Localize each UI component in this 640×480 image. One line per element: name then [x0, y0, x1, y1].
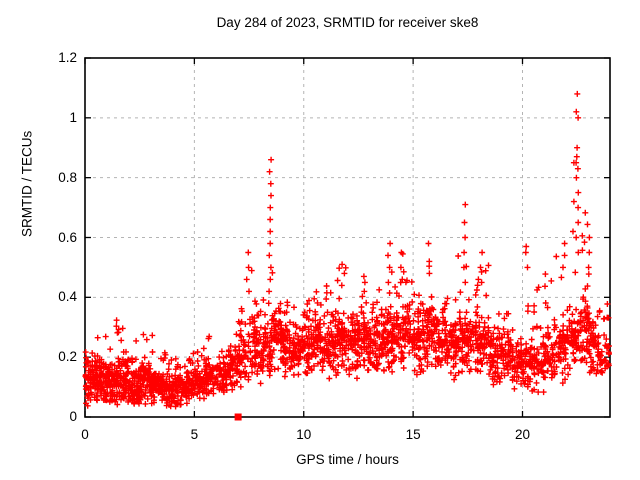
- special-point-square: [234, 413, 242, 421]
- chart-title: Day 284 of 2023, SRMTID for receiver ske…: [216, 15, 479, 30]
- x-tick-5: 5: [190, 427, 199, 442]
- y-tick-0.8: 0.8: [58, 169, 77, 185]
- y-tick-0.2: 0.2: [58, 349, 77, 365]
- y-tick-0.4: 0.4: [58, 289, 77, 305]
- x-tick-15: 15: [405, 427, 421, 442]
- x-tick-0: 0: [81, 427, 89, 442]
- y-tick-0: 0: [69, 409, 77, 424]
- x-tick-20: 20: [514, 427, 531, 442]
- y-tick-1: 1: [69, 109, 77, 125]
- y-tick-0.6: 0.6: [58, 229, 77, 245]
- x-axis-label: GPS time / hours: [296, 452, 399, 467]
- x-tick-10: 10: [296, 427, 312, 442]
- y-tick-1.2: 1.2: [58, 50, 77, 65]
